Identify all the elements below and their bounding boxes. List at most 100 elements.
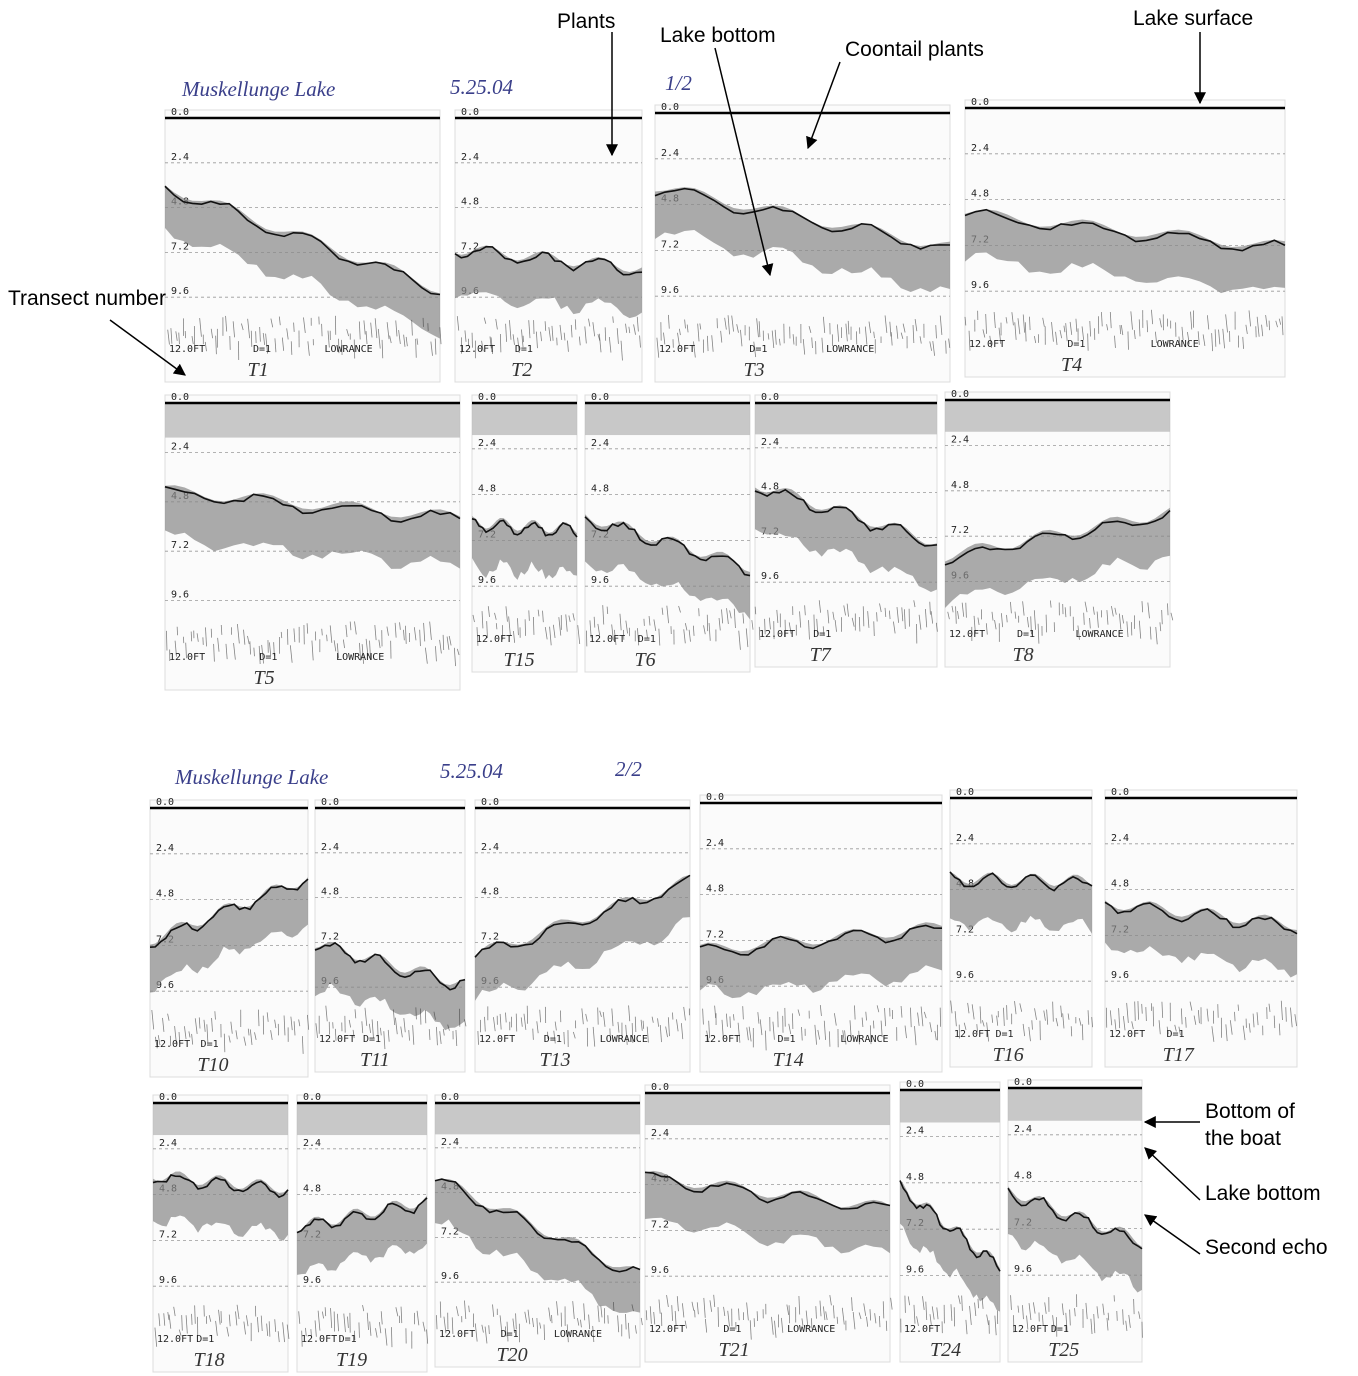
noise [190, 631, 193, 642]
setting-label: D=1 [1067, 339, 1085, 350]
noise [631, 1023, 634, 1043]
noise [517, 337, 520, 353]
noise [184, 1026, 187, 1040]
noise [742, 1006, 744, 1020]
transect-label: T25 [1048, 1339, 1079, 1361]
noise [290, 341, 293, 355]
noise [774, 1320, 777, 1338]
noise [574, 319, 577, 330]
noise [1225, 314, 1228, 333]
noise [293, 628, 296, 643]
noise [751, 620, 754, 630]
transect-label: T6 [635, 649, 656, 671]
noise [361, 1021, 364, 1034]
noise [1019, 1003, 1023, 1012]
noise [527, 1309, 531, 1325]
noise [649, 1306, 652, 1324]
noise [646, 629, 648, 638]
noise [230, 1021, 233, 1034]
bottom-echo [165, 485, 460, 569]
surface-band [755, 403, 937, 435]
noise [254, 1032, 257, 1040]
noise [243, 1321, 246, 1335]
noise [423, 622, 426, 642]
noise [1034, 1008, 1037, 1020]
noise [389, 335, 392, 344]
noise [329, 625, 333, 643]
noise [175, 331, 178, 341]
noise [932, 341, 935, 356]
noise [1081, 1024, 1084, 1041]
noise [577, 625, 581, 645]
noise [362, 1304, 365, 1312]
noise [1081, 326, 1085, 340]
noise [930, 611, 934, 624]
noise [464, 1019, 467, 1027]
noise [191, 1033, 194, 1045]
noise [1245, 324, 1248, 335]
noise [1085, 1302, 1088, 1320]
noise [801, 1318, 804, 1326]
noise [814, 1024, 817, 1045]
noise [274, 1019, 277, 1029]
bottom-line [754, 488, 938, 547]
noise [1064, 607, 1067, 618]
noise [1114, 607, 1117, 615]
noise [699, 323, 702, 330]
noise [528, 610, 530, 621]
noise [1206, 1008, 1209, 1022]
noise [986, 1022, 990, 1042]
noise [1062, 1013, 1065, 1029]
noise [324, 1307, 327, 1317]
noise [631, 1304, 634, 1312]
noise [986, 1314, 989, 1325]
noise [259, 326, 261, 342]
noise [1290, 1007, 1293, 1028]
noise [1147, 602, 1150, 619]
noise [606, 606, 609, 614]
noise [365, 638, 369, 657]
noise [667, 314, 670, 329]
noise [665, 1026, 668, 1038]
noise [536, 1021, 539, 1034]
noise [280, 631, 283, 639]
noise [1083, 612, 1085, 625]
noise [428, 1029, 431, 1040]
noise [873, 621, 875, 637]
noise [439, 639, 442, 654]
noise [563, 332, 566, 341]
noise [371, 1019, 374, 1039]
noise [306, 623, 309, 634]
noise [597, 623, 601, 636]
noise [158, 1313, 161, 1327]
noise [521, 329, 524, 348]
depth-label: 2.4 [171, 152, 189, 163]
noise [821, 337, 824, 353]
noise [592, 322, 596, 337]
noise [277, 1331, 280, 1343]
noise [811, 337, 813, 349]
noise [298, 1311, 301, 1324]
noise [602, 605, 605, 625]
range-label: 12.0FT [301, 1334, 337, 1345]
noise [593, 616, 596, 628]
depth-label: 4.8 [478, 484, 496, 495]
noise [203, 1019, 206, 1032]
noise [528, 320, 531, 339]
noise [1161, 1001, 1164, 1018]
noise [215, 1320, 218, 1336]
noise [321, 628, 323, 636]
noise [851, 617, 855, 627]
noise [572, 1301, 575, 1319]
noise [832, 611, 835, 621]
noise [965, 602, 967, 618]
noise [1248, 1023, 1251, 1033]
noise [274, 1319, 277, 1332]
depth-label: 0.0 [159, 1092, 177, 1103]
depth-label: 0.0 [956, 787, 974, 798]
noise [764, 618, 766, 635]
noise [559, 324, 563, 341]
noise [419, 629, 421, 647]
noise [1161, 609, 1163, 625]
